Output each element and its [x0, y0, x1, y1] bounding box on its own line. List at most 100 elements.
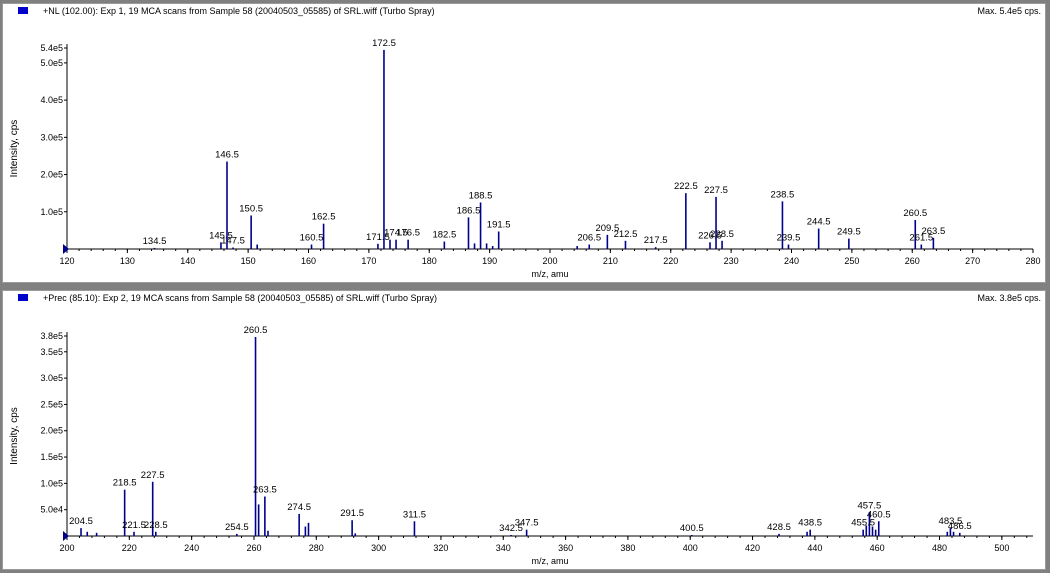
origin-marker	[63, 244, 69, 254]
peak-label: 172.5	[372, 38, 396, 49]
x-tick-label: 270	[965, 256, 980, 266]
peak-label: 311.5	[403, 509, 426, 520]
panel-title: +Prec (85.10): Exp 2, 19 MCA scans from …	[43, 293, 437, 303]
x-tick-label: 340	[496, 543, 511, 553]
spectrum-panel-top: +NL (102.00): Exp 1, 19 MCA scans from S…	[2, 3, 1046, 283]
peak-label: 342.5	[499, 523, 523, 534]
peak-label: 263.5	[921, 226, 945, 237]
peak-label: 150.5	[239, 204, 263, 215]
x-tick-label: 280	[309, 543, 324, 553]
y-tick-label: 3.0e5	[40, 132, 63, 142]
y-tick-label: 1.5e5	[40, 452, 63, 462]
peak-label: 244.5	[807, 217, 831, 228]
x-tick-label: 260	[246, 543, 261, 553]
peak-label: 221.5	[122, 520, 146, 531]
peak-label: 455.5	[851, 518, 875, 529]
x-tick-label: 250	[844, 256, 859, 266]
peak-label: 457.5	[858, 500, 882, 511]
x-tick-label: 130	[120, 256, 135, 266]
peak-label: 171.5	[366, 232, 390, 243]
max-intensity-label: Max. 5.4e5 cps.	[977, 6, 1041, 16]
peak-label: 400.5	[680, 523, 704, 534]
x-tick-label: 200	[59, 543, 74, 553]
peak-label: 260.5	[244, 325, 268, 336]
peak-label: 263.5	[253, 485, 277, 496]
x-tick-label: 150	[241, 256, 256, 266]
peak-label: 186.5	[457, 205, 481, 216]
peak-label: 291.5	[340, 508, 364, 519]
peak-label: 176.5	[396, 228, 420, 239]
peak-label: 438.5	[798, 518, 822, 529]
x-tick-label: 280	[1025, 256, 1040, 266]
x-tick-label: 180	[422, 256, 437, 266]
peak-label: 238.5	[771, 189, 795, 200]
peak-label: 228.5	[710, 229, 734, 240]
y-tick-label: 5.0e5	[40, 58, 63, 68]
x-tick-label: 210	[603, 256, 618, 266]
x-axis-label: m/z, amu	[531, 556, 568, 566]
peak-label: 174.5	[384, 228, 408, 239]
peak-label: 145.5	[209, 230, 233, 241]
series-color-swatch	[18, 7, 28, 14]
x-tick-label: 220	[663, 256, 678, 266]
panel-header: +Prec (85.10): Exp 2, 19 MCA scans from …	[3, 291, 1045, 307]
x-tick-label: 500	[994, 543, 1009, 553]
x-tick-label: 400	[683, 543, 698, 553]
x-tick-label: 200	[542, 256, 557, 266]
peak-label: 254.5	[225, 522, 249, 533]
series-color-swatch	[18, 294, 28, 301]
x-tick-label: 460	[870, 543, 885, 553]
x-tick-label: 230	[724, 256, 739, 266]
peak-label: 227.5	[704, 185, 728, 196]
x-tick-label: 320	[433, 543, 448, 553]
spectrum-chart-bottom[interactable]: 200 220 240 260 280 300 320 340 360 380 400 420 440 4…	[3, 291, 1047, 571]
y-axis-label: Intensity, cps	[9, 120, 20, 178]
peak-label: 147.5	[221, 236, 245, 247]
max-intensity-label: Max. 3.8e5 cps.	[977, 293, 1041, 303]
x-tick-label: 420	[745, 543, 760, 553]
peak-label: 261.5	[909, 233, 933, 244]
peak-label: 260.5	[903, 208, 927, 219]
peak-label: 226.5	[698, 230, 722, 241]
y-tick-label: 3.0e5	[40, 373, 63, 383]
y-tick-label: 2.0e5	[40, 170, 63, 180]
y-tick-label: 3.8e5	[40, 331, 63, 341]
peak-label: 483.5	[939, 516, 963, 527]
peak-label: 162.5	[312, 212, 336, 223]
peak-label: 347.5	[515, 518, 539, 529]
y-tick-label: 2.0e5	[40, 426, 63, 436]
y-tick-label: 2.5e5	[40, 399, 63, 409]
peak-label: 188.5	[469, 190, 493, 201]
panel-header: +NL (102.00): Exp 1, 19 MCA scans from S…	[3, 4, 1045, 20]
x-tick-label: 260	[905, 256, 920, 266]
peak-label: 206.5	[577, 233, 601, 244]
x-tick-label: 360	[558, 543, 573, 553]
peak-label: 228.5	[144, 520, 168, 531]
peak-label: 218.5	[113, 478, 137, 489]
peak-label: 428.5	[767, 522, 791, 533]
x-tick-label: 120	[59, 256, 74, 266]
peak-label: 160.5	[300, 233, 324, 244]
peak-label: 227.5	[141, 470, 165, 481]
x-axis-label: m/z, amu	[531, 269, 568, 279]
x-tick-label: 240	[184, 543, 199, 553]
panel-title: +NL (102.00): Exp 1, 19 MCA scans from S…	[43, 6, 435, 16]
peak-label: 209.5	[595, 223, 619, 234]
peak-label: 204.5	[69, 516, 93, 527]
peak-label: 134.5	[143, 236, 167, 247]
x-tick-label: 190	[482, 256, 497, 266]
peak-label: 486.5	[948, 521, 972, 532]
peak-label: 146.5	[215, 150, 239, 161]
peak-label: 222.5	[674, 181, 698, 192]
spectrum-chart-top[interactable]: 120 130 140 150 160 170 180 190 200 210 220 230 240 2…	[3, 4, 1047, 284]
peak-label: 274.5	[287, 502, 311, 513]
x-tick-label: 170	[361, 256, 376, 266]
y-tick-label: 3.5e5	[40, 347, 63, 357]
y-tick-label: 1.0e5	[40, 478, 63, 488]
peak-label: 182.5	[432, 230, 456, 241]
y-axis-label: Intensity, cps	[9, 407, 20, 465]
x-tick-label: 380	[620, 543, 635, 553]
x-tick-label: 220	[122, 543, 137, 553]
x-tick-label: 140	[180, 256, 195, 266]
peak-label: 239.5	[777, 233, 801, 244]
